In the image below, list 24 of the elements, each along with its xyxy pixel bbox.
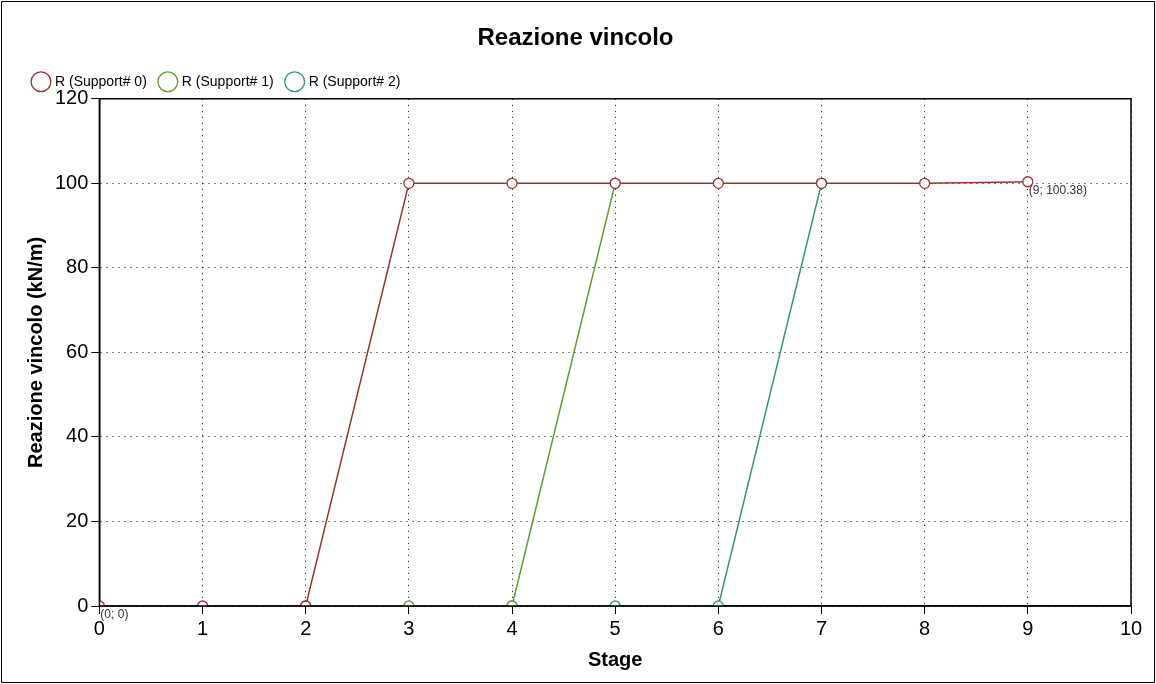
annotation: (9; 100.38) <box>1028 183 1087 198</box>
x-axis-title: Stage <box>587 647 643 670</box>
x-tick-label: 7 <box>815 616 828 639</box>
y-tick-label: 80 <box>66 255 89 278</box>
y-tick-label: 100 <box>54 170 89 193</box>
x-tick-label: 8 <box>919 616 931 639</box>
x-tick-label: 1 <box>196 616 209 639</box>
x-tick-label: 5 <box>609 616 621 639</box>
y-axis-title: Reazione vincolo (kN/m) <box>23 236 46 468</box>
x-tick-label: 4 <box>506 616 518 639</box>
x-tick-label: 2 <box>300 616 312 639</box>
legend-label: R (Support# 0) <box>55 72 147 89</box>
y-tick-label: 20 <box>66 508 89 531</box>
x-tick-label: 10 <box>1119 616 1143 639</box>
chart-title: Reazione vincolo <box>477 23 674 51</box>
legend-label: R (Support# 1) <box>181 72 274 89</box>
annotation: (0; 0) <box>100 607 129 622</box>
y-tick-label: 60 <box>66 339 89 362</box>
legend-label: R (Support# 2) <box>308 72 401 89</box>
y-tick-label: 40 <box>66 424 89 447</box>
x-tick-label: 6 <box>712 616 724 639</box>
x-tick-label: 9 <box>1022 616 1034 639</box>
y-tick-label: 0 <box>77 593 89 616</box>
x-tick-label: 3 <box>403 616 415 639</box>
